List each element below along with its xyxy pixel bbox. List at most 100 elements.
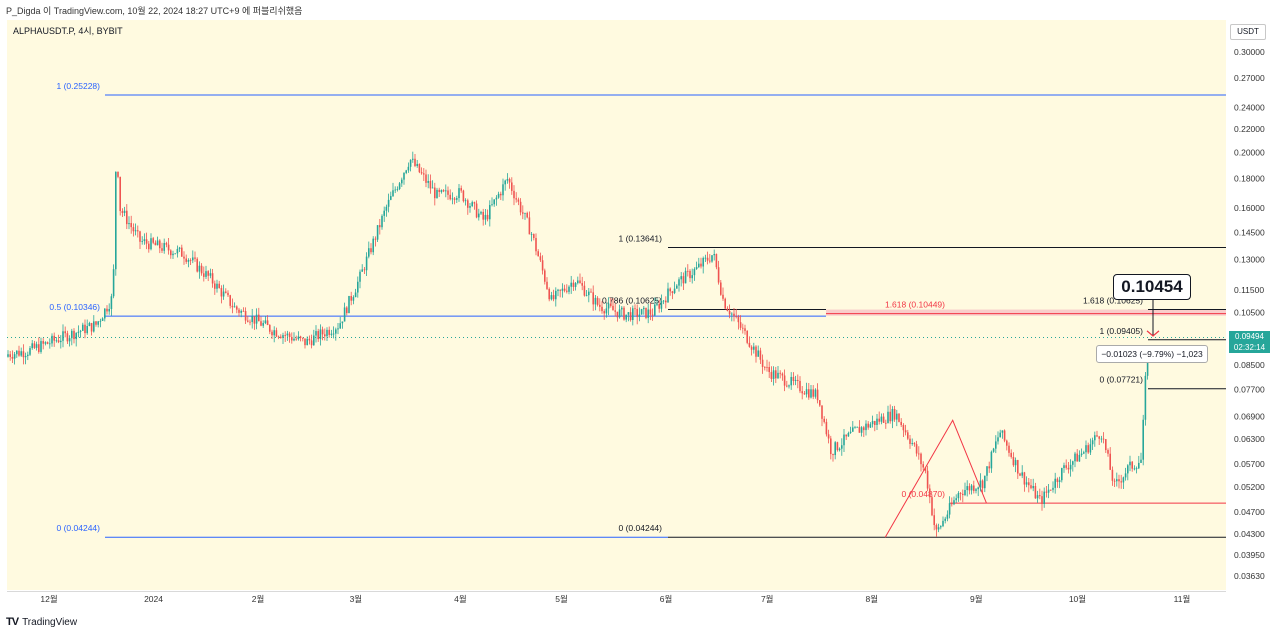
candle-body bbox=[291, 336, 293, 341]
candle-body bbox=[847, 433, 850, 437]
candle-body bbox=[418, 163, 421, 173]
fib-level-label: 0 (0.07721) bbox=[1100, 375, 1144, 385]
candle-body bbox=[500, 193, 502, 196]
candle-body bbox=[453, 198, 456, 200]
candle-body bbox=[326, 329, 328, 337]
candle-body bbox=[442, 190, 445, 192]
candle-body bbox=[35, 344, 38, 348]
candle-body bbox=[522, 212, 524, 214]
candle-body bbox=[172, 253, 174, 256]
candle-body bbox=[662, 300, 665, 302]
candle-body bbox=[559, 289, 561, 291]
candle-body bbox=[913, 443, 916, 445]
candle-body bbox=[922, 464, 924, 468]
candle-body bbox=[480, 211, 482, 214]
candle-body bbox=[315, 331, 317, 336]
candle-body bbox=[1043, 491, 1045, 504]
candle-body bbox=[634, 308, 636, 310]
currency-unit-button[interactable]: USDT bbox=[1230, 24, 1266, 40]
candle-body bbox=[1113, 480, 1116, 482]
candle-body bbox=[900, 421, 902, 426]
fib-level-label: 0.5 (0.10346) bbox=[49, 302, 100, 312]
candle-body bbox=[20, 351, 22, 356]
candle-body bbox=[341, 321, 344, 324]
candle-body bbox=[821, 405, 823, 419]
candle-body bbox=[880, 416, 883, 422]
candle-body bbox=[698, 263, 700, 268]
candle-body bbox=[891, 409, 894, 422]
y-tick-label: 0.07700 bbox=[1234, 384, 1265, 394]
candle-body bbox=[394, 189, 396, 191]
candle-body bbox=[948, 503, 951, 515]
candle-body bbox=[528, 217, 531, 235]
candle-body bbox=[654, 304, 656, 316]
candle-body bbox=[1030, 485, 1032, 489]
candle-body bbox=[805, 389, 808, 395]
candle-body bbox=[896, 413, 898, 420]
candle-body bbox=[178, 247, 181, 249]
candle-body bbox=[618, 309, 621, 318]
candle-body bbox=[383, 210, 385, 216]
fib-level-label: 1.618 (0.10449) bbox=[885, 300, 945, 310]
candle-body bbox=[1045, 491, 1048, 493]
x-tick-label: 9월 bbox=[970, 594, 983, 604]
candle-body bbox=[225, 291, 227, 293]
candle-body bbox=[658, 304, 660, 309]
tradingview-logo[interactable]: TV TradingView bbox=[6, 616, 77, 628]
chart-area[interactable] bbox=[7, 20, 1226, 590]
y-tick-label: 0.13000 bbox=[1234, 254, 1265, 264]
candle-body bbox=[117, 171, 119, 177]
candle-body bbox=[13, 354, 16, 359]
candle-body bbox=[797, 379, 799, 381]
candle-body bbox=[304, 338, 306, 346]
candle-body bbox=[99, 320, 102, 322]
candle-body bbox=[524, 212, 526, 214]
candle-body bbox=[77, 331, 80, 333]
candle-body bbox=[810, 389, 812, 398]
candle-body bbox=[1098, 436, 1100, 439]
candle-body bbox=[482, 211, 484, 220]
y-tick-label: 0.03630 bbox=[1234, 571, 1265, 581]
candle-body bbox=[27, 354, 29, 356]
candle-body bbox=[427, 180, 429, 183]
candle-body bbox=[885, 422, 887, 424]
candle-body bbox=[962, 493, 964, 496]
y-tick-label: 0.10500 bbox=[1234, 307, 1265, 317]
candle-body bbox=[711, 255, 713, 262]
candle-body bbox=[706, 257, 709, 261]
candle-body bbox=[717, 267, 720, 283]
candle-body bbox=[865, 423, 867, 431]
candle-body bbox=[1001, 430, 1004, 433]
candle-body bbox=[207, 271, 209, 276]
candle-body bbox=[387, 199, 390, 207]
candle-body bbox=[929, 488, 931, 498]
candle-body bbox=[90, 323, 93, 332]
candle-body bbox=[889, 411, 891, 422]
candle-body bbox=[119, 176, 121, 212]
price-axis[interactable] bbox=[1228, 20, 1273, 590]
candle-body bbox=[539, 256, 542, 261]
time-axis[interactable] bbox=[7, 591, 1226, 610]
candle-body bbox=[121, 211, 124, 213]
candle-body bbox=[255, 314, 258, 324]
candle-body bbox=[319, 329, 322, 340]
candle-body bbox=[715, 253, 718, 268]
candle-body bbox=[337, 328, 339, 330]
candle-body bbox=[73, 330, 75, 340]
candle-body bbox=[841, 445, 843, 449]
candle-body bbox=[832, 454, 834, 456]
symbol-label: ALPHAUSDT.P, 4시, BYBIT bbox=[13, 26, 123, 36]
candle-body bbox=[429, 180, 432, 189]
candle-body bbox=[836, 442, 839, 451]
candle-body bbox=[779, 372, 781, 374]
x-tick-label: 3월 bbox=[350, 594, 363, 604]
y-tick-label: 0.22000 bbox=[1234, 124, 1265, 134]
candle-body bbox=[247, 320, 249, 322]
candle-body bbox=[957, 493, 960, 499]
candle-body bbox=[680, 276, 682, 280]
candle-body bbox=[812, 389, 814, 397]
x-tick-label: 12월 bbox=[40, 594, 57, 604]
candle-body bbox=[775, 370, 777, 379]
candle-body bbox=[196, 258, 198, 272]
candle-body bbox=[376, 225, 379, 240]
